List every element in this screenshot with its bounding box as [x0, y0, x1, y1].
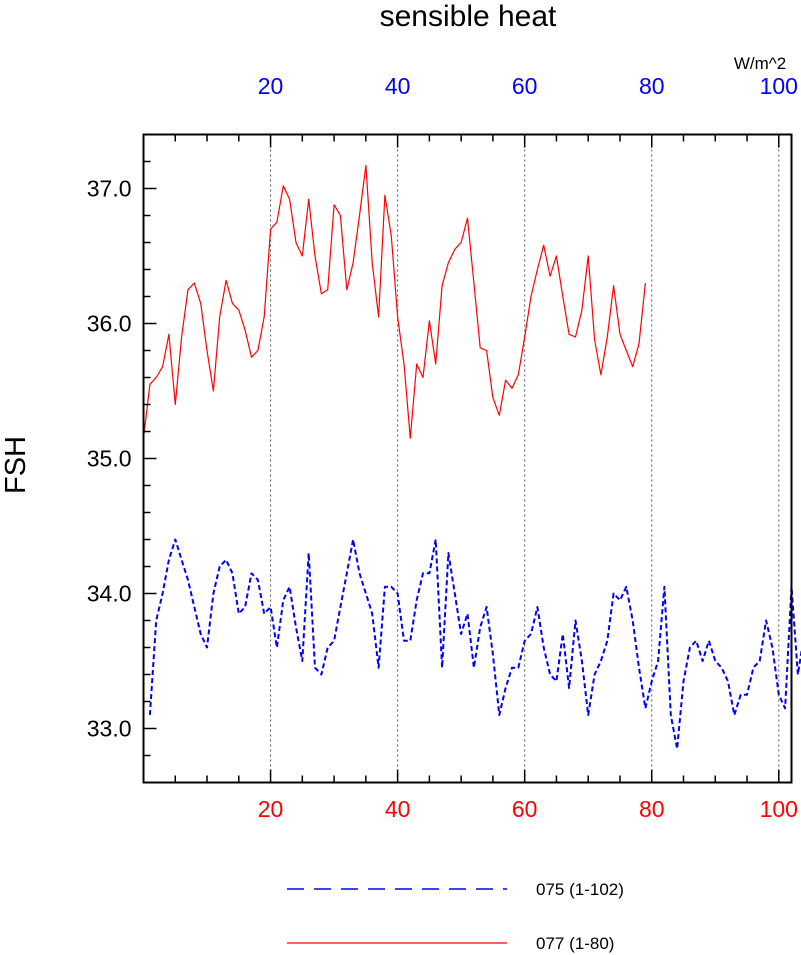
- y-tick-label: 33.0: [87, 716, 132, 742]
- x-tick-label-bottom: 60: [512, 796, 538, 822]
- y-tick-label: 35.0: [87, 446, 132, 472]
- units-label: W/m^2: [734, 54, 786, 73]
- axis-ticks: [143, 133, 780, 784]
- chart-title: sensible heat: [380, 0, 557, 33]
- series-lines: [142, 164, 801, 750]
- legend-label-0: 075 (1-102): [536, 880, 624, 899]
- plot-frame: [142, 133, 793, 784]
- series-line-0: [148, 538, 801, 750]
- x-tick-label-bottom: 100: [760, 796, 798, 822]
- x-tick-label-bottom: 20: [258, 796, 284, 822]
- x-tick-label-top: 60: [512, 73, 538, 99]
- x-tick-label-bottom: 40: [385, 796, 411, 822]
- legend: 075 (1-102) 077 (1-80): [287, 880, 624, 953]
- x-tick-labels-bottom: 20 40 60 80 100: [258, 796, 798, 822]
- y-tick-labels: 33.0 34.0 35.0 36.0 37.0: [87, 176, 132, 742]
- x-tick-labels-top: 20 40 60 80 100: [258, 73, 798, 99]
- series-line-1: [142, 164, 646, 439]
- y-tick-label: 36.0: [87, 311, 132, 337]
- x-tick-label-top: 20: [258, 73, 284, 99]
- x-tick-label-top: 80: [639, 73, 665, 99]
- x-tick-label-bottom: 80: [639, 796, 665, 822]
- y-axis-label: FSH: [0, 436, 32, 494]
- y-tick-label: 34.0: [87, 581, 132, 607]
- x-tick-label-top: 40: [385, 73, 411, 99]
- y-tick-label: 37.0: [87, 176, 132, 202]
- legend-label-1: 077 (1-80): [536, 934, 614, 953]
- x-gridlines: [270, 134, 780, 783]
- x-tick-label-top: 100: [760, 73, 798, 99]
